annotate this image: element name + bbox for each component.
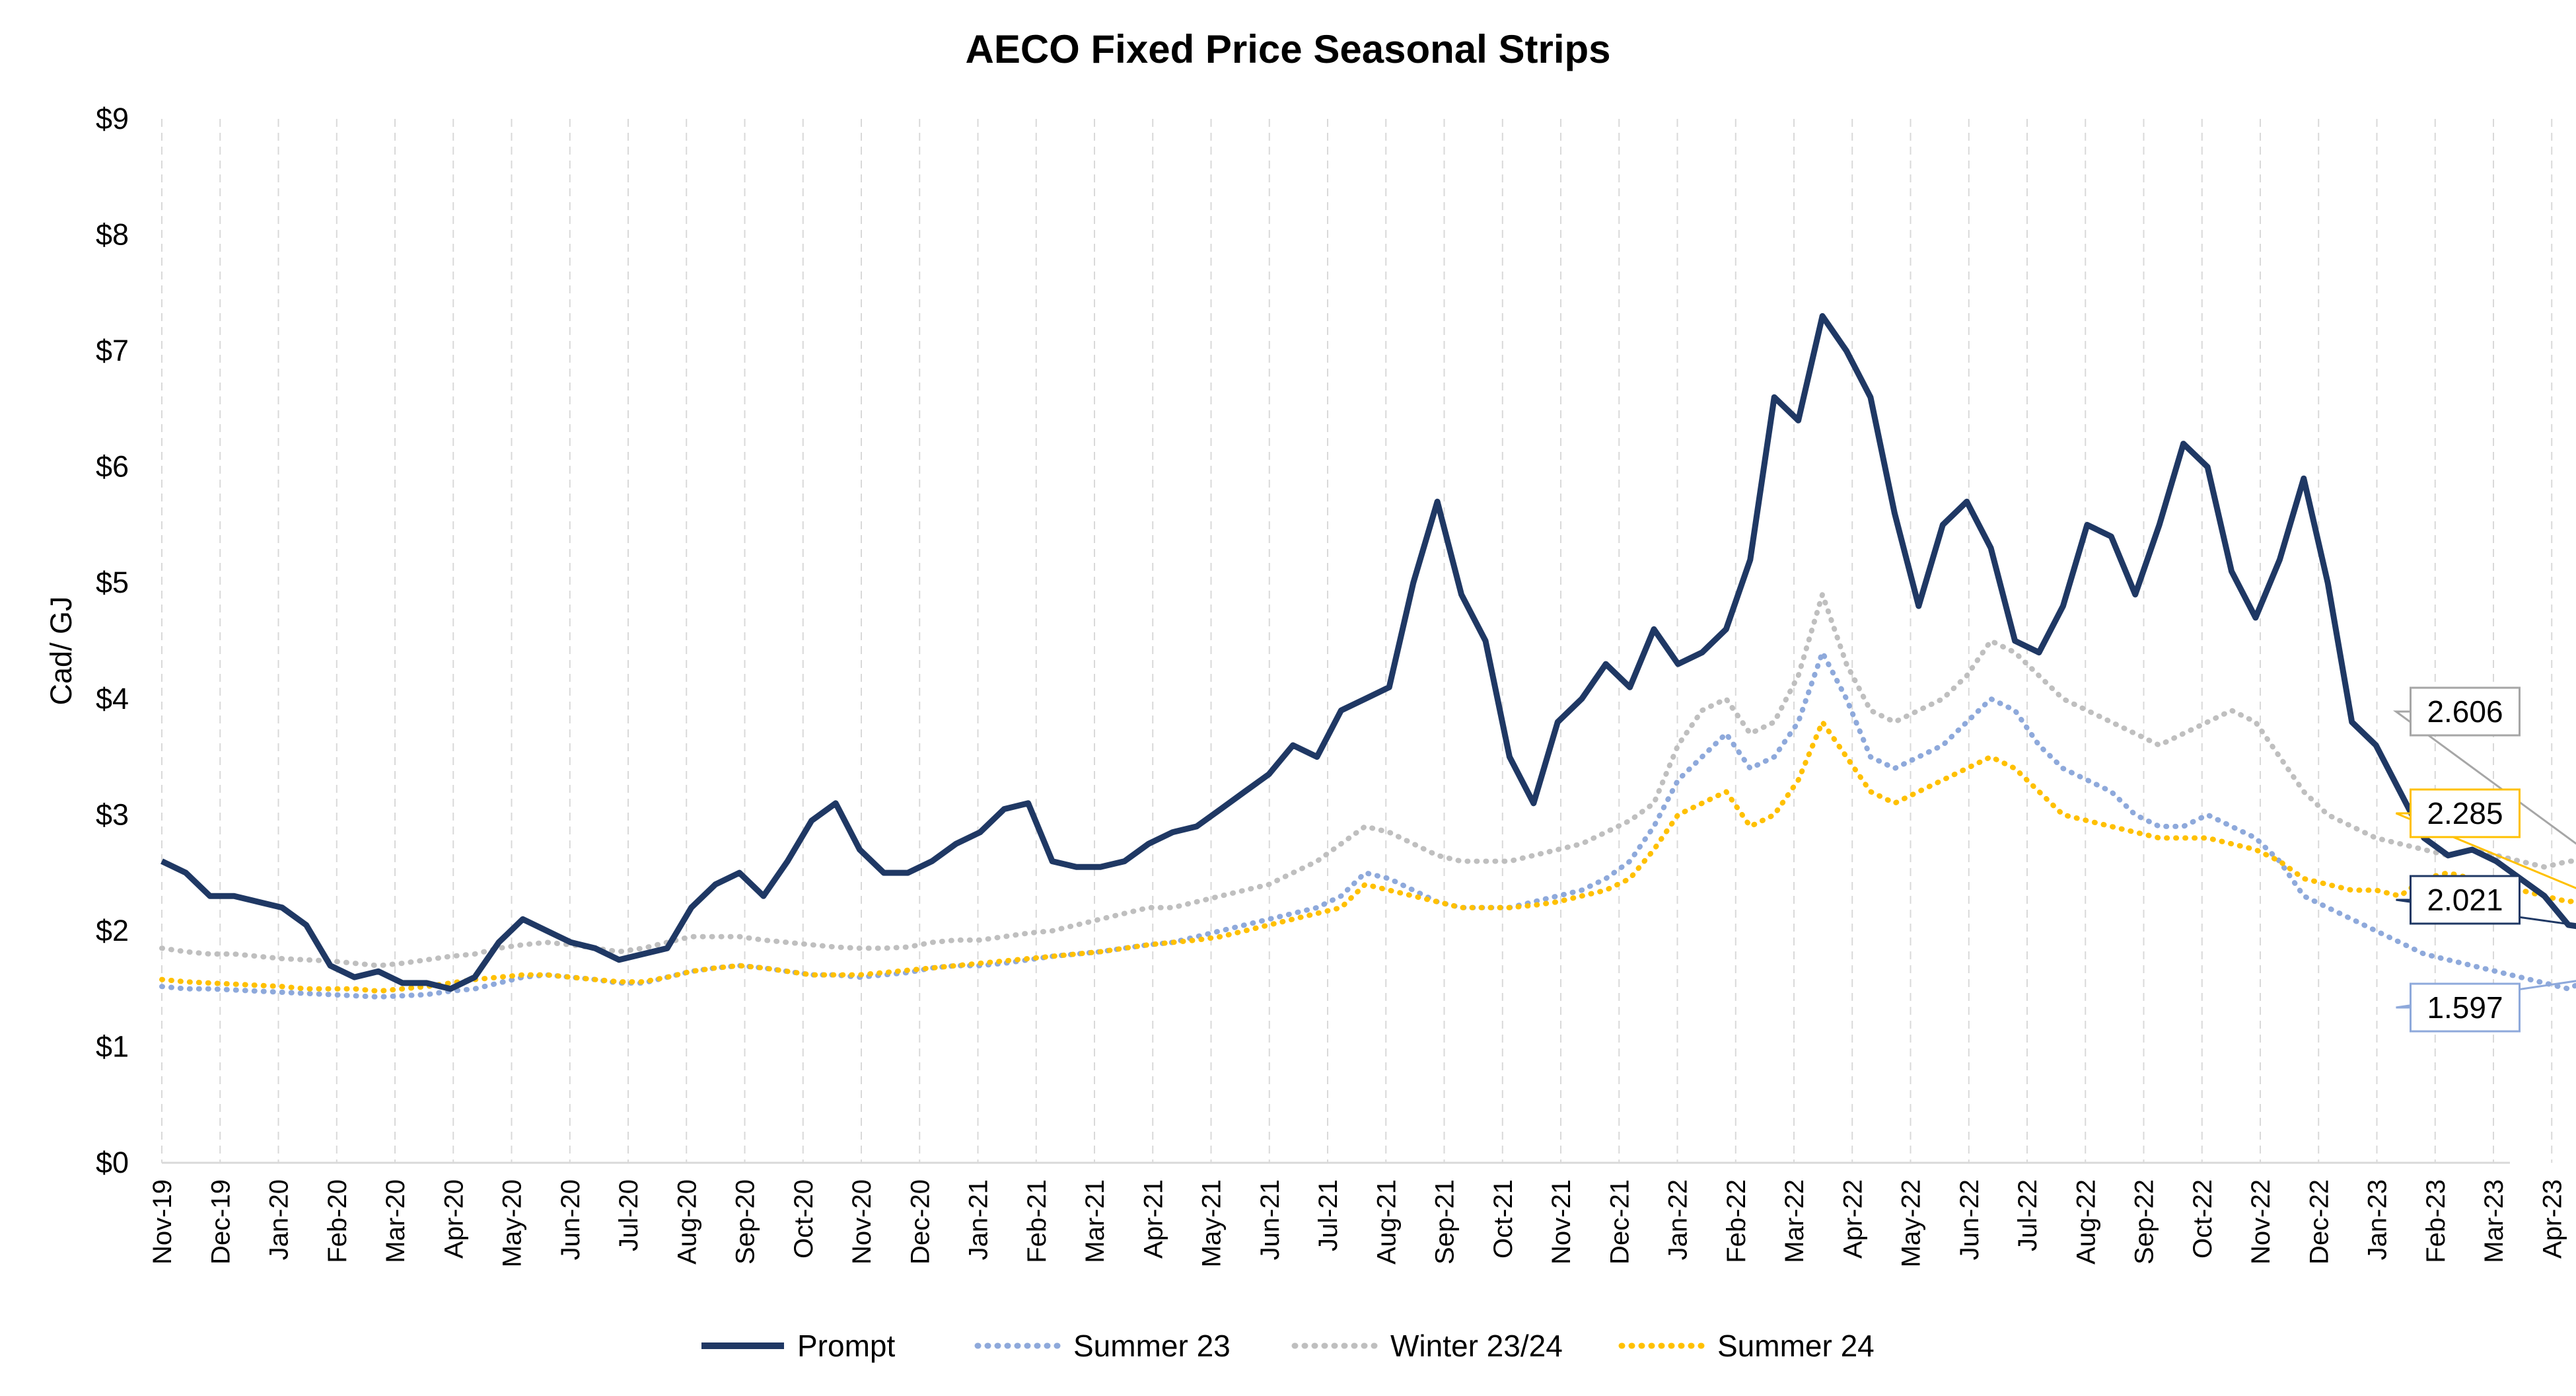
callout-box: [2410, 875, 2521, 925]
x-tick-label: Apr-20: [439, 1179, 468, 1259]
x-tick-label: Oct-21: [1489, 1179, 1518, 1259]
y-tick-label: $1: [96, 1029, 129, 1063]
x-tick-label: Jul-22: [2013, 1179, 2042, 1251]
x-tick-label: Feb-20: [323, 1179, 352, 1263]
callout-box: [2410, 686, 2521, 737]
x-tick-label: Jan-22: [1664, 1179, 1693, 1260]
y-tick-label: $8: [96, 218, 129, 252]
y-tick-label: $6: [96, 450, 129, 484]
x-tick-label: Feb-21: [1022, 1179, 1052, 1263]
x-tick-label: Dec-19: [206, 1179, 235, 1265]
callout-value: 2.285: [2427, 796, 2503, 830]
legend-label: Summer 23: [1073, 1329, 1231, 1363]
callout-box: [2410, 788, 2521, 838]
x-tick-label: Dec-22: [2305, 1179, 2334, 1265]
x-tick-label: Jan-21: [964, 1179, 993, 1260]
x-tick-label: Apr-22: [1838, 1179, 1867, 1259]
callout-leader: [2396, 980, 2576, 1009]
series-lines: [159, 312, 2576, 1000]
callout-value: 1.597: [2427, 990, 2503, 1025]
callout-leader: [2395, 812, 2576, 889]
x-tick-label: Jul-21: [1314, 1179, 1343, 1251]
callout-value: 2.021: [2427, 883, 2503, 917]
x-tick-label: Jun-21: [1256, 1179, 1285, 1260]
legend-label: Summer 24: [1717, 1329, 1875, 1363]
y-tick-label: $0: [96, 1146, 129, 1179]
series-line-prompt: [161, 312, 2576, 992]
legend-label: Winter 23/24: [1390, 1329, 1563, 1363]
x-tick-label: Oct-20: [789, 1179, 818, 1259]
x-tick-label: Sep-21: [1431, 1179, 1460, 1265]
legend-label: Prompt: [797, 1329, 895, 1363]
y-axis-ticks: $0 $1 $2 $3 $4 $5 $6 $7 $8 $9: [96, 102, 129, 1179]
y-tick-label: $9: [96, 102, 129, 135]
x-tick-label: Aug-21: [1372, 1179, 1401, 1265]
x-tick-label: Apr-21: [1139, 1179, 1168, 1259]
series-line-summer-24: [159, 719, 2576, 994]
x-tick-label: Feb-22: [1722, 1179, 1751, 1263]
x-tick-label: Nov-19: [148, 1179, 177, 1265]
x-tick-label: Jan-23: [2363, 1179, 2392, 1260]
x-axis-ticks: Nov-19 Dec-19 Jan-20 Feb-20 Mar-20 Apr-20 May-…: [148, 1179, 2567, 1267]
series-line-summer-23: [159, 649, 2576, 1000]
x-tick-label: Dec-21: [1605, 1179, 1634, 1265]
x-tick-label: Mar-22: [1780, 1179, 1809, 1263]
x-tick-label: May-22: [1897, 1179, 1926, 1267]
x-tick-label: Apr-23: [2538, 1179, 2567, 1259]
x-tick-label: Aug-22: [2071, 1179, 2100, 1265]
y-axis-title: Cad/ GJ: [44, 596, 78, 705]
y-tick-label: $4: [96, 682, 129, 716]
x-tick-label: May-20: [498, 1179, 527, 1267]
x-tick-label: Feb-23: [2421, 1179, 2451, 1263]
y-tick-label: $3: [96, 797, 129, 831]
callout-leader: [2396, 899, 2576, 926]
value-callouts: 2.606 2.285 2.021 1.597: [2392, 686, 2576, 1033]
series-line-winter-23-24: [159, 591, 2576, 969]
callout-leader: [2392, 710, 2576, 845]
y-tick-label: $7: [96, 334, 129, 367]
x-tick-label: Nov-22: [2246, 1179, 2275, 1265]
gridlines: [161, 119, 2553, 1163]
y-tick-label: $5: [96, 566, 129, 599]
x-tick-label: Nov-21: [1547, 1179, 1576, 1265]
y-tick-label: $2: [96, 914, 129, 947]
x-tick-label: Jul-20: [614, 1179, 643, 1251]
x-tick-label: Nov-20: [847, 1179, 877, 1265]
x-tick-label: May-21: [1198, 1179, 1227, 1267]
x-tick-label: Mar-20: [381, 1179, 410, 1263]
x-tick-label: Aug-20: [672, 1179, 701, 1265]
callout-value: 2.606: [2427, 694, 2503, 729]
x-tick-label: Sep-20: [731, 1179, 760, 1265]
chart-title: AECO Fixed Price Seasonal Strips: [965, 27, 1610, 71]
x-tick-label: Jun-20: [556, 1179, 585, 1260]
callout-box: [2410, 982, 2521, 1033]
x-tick-label: Oct-22: [2188, 1179, 2217, 1259]
x-tick-label: Mar-23: [2480, 1179, 2509, 1263]
x-tick-label: Mar-21: [1081, 1179, 1110, 1263]
x-tick-label: Jan-20: [265, 1179, 294, 1260]
x-tick-label: Dec-20: [906, 1179, 935, 1265]
x-tick-label: Sep-22: [2130, 1179, 2159, 1265]
x-tick-label: Jun-22: [1955, 1179, 1984, 1260]
legend: Prompt Summer 23 Winter 23/24 Summer 24: [701, 1329, 1875, 1363]
